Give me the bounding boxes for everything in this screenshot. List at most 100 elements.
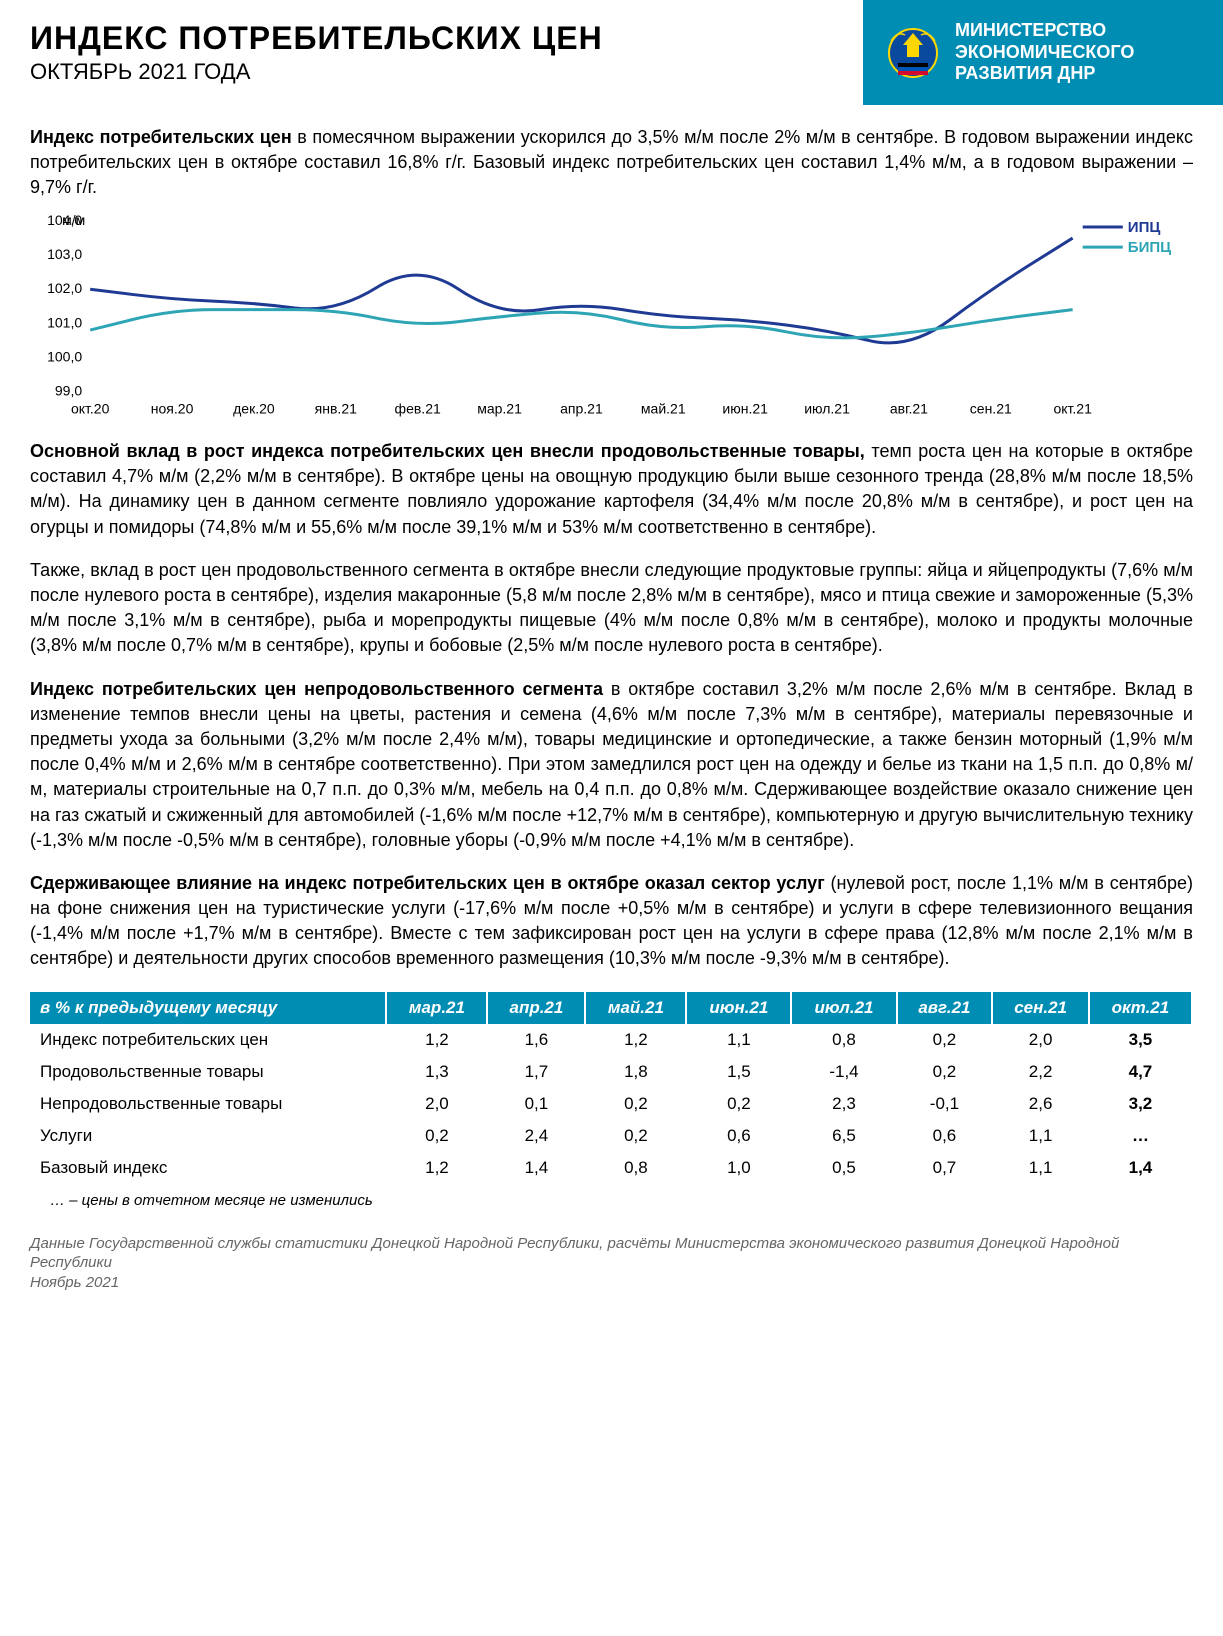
- table-cell: 2,0: [386, 1088, 487, 1120]
- table-header-row: в % к предыдущему месяцумар.21апр.21май.…: [30, 992, 1192, 1024]
- table-cell: 0,2: [686, 1088, 791, 1120]
- table-cell: 2,0: [992, 1024, 1089, 1056]
- source-line: Данные Государственной службы статистики…: [30, 1234, 1193, 1273]
- table-cell: 0,2: [897, 1024, 993, 1056]
- svg-text:июл.21: июл.21: [804, 400, 850, 416]
- svg-text:102,0: 102,0: [47, 280, 82, 296]
- table-cell: 1,1: [992, 1120, 1089, 1152]
- table-row: Услуги0,22,40,20,66,50,61,1…: [30, 1120, 1192, 1152]
- table-cell: 3,2: [1089, 1088, 1192, 1120]
- table-cell: 1,6: [487, 1024, 585, 1056]
- intro-paragraph: Индекс потребительских цен в помесячном …: [30, 125, 1193, 201]
- table-cell: 2,3: [791, 1088, 896, 1120]
- table-cell: 1,1: [992, 1152, 1089, 1184]
- table-cell: 1,5: [686, 1056, 791, 1088]
- svg-text:100,0: 100,0: [47, 348, 82, 364]
- table-cell: 1,3: [386, 1056, 487, 1088]
- svg-text:фев.21: фев.21: [395, 400, 441, 416]
- table-cell: 0,6: [686, 1120, 791, 1152]
- table-cell: …: [1089, 1120, 1192, 1152]
- svg-text:101,0: 101,0: [47, 314, 82, 330]
- svg-text:м/м: м/м: [62, 212, 85, 228]
- table-cell: 1,2: [386, 1024, 487, 1056]
- data-source: Данные Государственной службы статистики…: [0, 1234, 1223, 1313]
- table-row-label: Продовольственные товары: [30, 1056, 386, 1088]
- table-cell: 2,2: [992, 1056, 1089, 1088]
- table-cell: 0,5: [791, 1152, 896, 1184]
- table-cell: 1,7: [487, 1056, 585, 1088]
- table-cell: 0,6: [897, 1120, 993, 1152]
- svg-text:ноя.20: ноя.20: [151, 400, 194, 416]
- table-cell: 1,0: [686, 1152, 791, 1184]
- svg-text:сен.21: сен.21: [970, 400, 1012, 416]
- table-cell: 0,7: [897, 1152, 993, 1184]
- table-cell: 1,4: [487, 1152, 585, 1184]
- svg-text:103,0: 103,0: [47, 246, 82, 262]
- svg-text:янв.21: янв.21: [315, 400, 357, 416]
- table-row-label: Непродовольственные товары: [30, 1088, 386, 1120]
- ministry-block: МИНИСТЕРСТВО ЭКОНОМИЧЕСКОГО РАЗВИТИЯ ДНР: [863, 0, 1223, 105]
- table-cell: -1,4: [791, 1056, 896, 1088]
- table-footnote: … – цены в отчетном месяце не изменились: [50, 1192, 1193, 1209]
- table-cell: 0,2: [585, 1088, 686, 1120]
- cpi-chart: 99,0100,0101,0102,0103,0104,0м/мокт.20но…: [30, 211, 1193, 422]
- content: Индекс потребительских цен в помесячном …: [0, 105, 1223, 1219]
- para-lead: Индекс потребительских цен непродовольст…: [30, 679, 603, 699]
- table-row: Индекс потребительских цен1,21,61,21,10,…: [30, 1024, 1192, 1056]
- cpi-table: в % к предыдущему месяцумар.21апр.21май.…: [30, 992, 1193, 1184]
- para-lead: Основной вклад в рост индекса потребител…: [30, 441, 865, 461]
- table-cell: 4,7: [1089, 1056, 1192, 1088]
- table-cell: 0,2: [585, 1120, 686, 1152]
- table-cell: 0,2: [386, 1120, 487, 1152]
- svg-text:май.21: май.21: [641, 400, 686, 416]
- para-lead: Сдерживающее влияние на индекс потребите…: [30, 873, 825, 893]
- source-line: Ноябрь 2021: [30, 1273, 1193, 1293]
- table-cell: 0,2: [897, 1056, 993, 1088]
- svg-text:99,0: 99,0: [55, 382, 82, 398]
- page-subtitle: ОКТЯБРЬ 2021 ГОДА: [30, 59, 863, 85]
- table-header-cell: мар.21: [386, 992, 487, 1024]
- table-body: Индекс потребительских цен1,21,61,21,10,…: [30, 1024, 1192, 1184]
- svg-text:ИПЦ: ИПЦ: [1128, 219, 1161, 236]
- table-header-cell: май.21: [585, 992, 686, 1024]
- header: ИНДЕКС ПОТРЕБИТЕЛЬСКИХ ЦЕН ОКТЯБРЬ 2021 …: [0, 0, 1223, 105]
- ministry-name: МИНИСТЕРСТВО ЭКОНОМИЧЕСКОГО РАЗВИТИЯ ДНР: [955, 20, 1134, 85]
- ministry-line: РАЗВИТИЯ ДНР: [955, 63, 1134, 85]
- table-header-cell: июн.21: [686, 992, 791, 1024]
- svg-text:июн.21: июн.21: [722, 400, 768, 416]
- svg-text:окт.21: окт.21: [1053, 400, 1092, 416]
- table-cell: 2,6: [992, 1088, 1089, 1120]
- table-cell: 1,4: [1089, 1152, 1192, 1184]
- svg-text:дек.20: дек.20: [233, 400, 275, 416]
- table-cell: 6,5: [791, 1120, 896, 1152]
- paragraph-food-groups: Также, вклад в рост цен продовольственно…: [30, 558, 1193, 659]
- table-cell: 3,5: [1089, 1024, 1192, 1056]
- svg-text:окт.20: окт.20: [71, 400, 110, 416]
- table-cell: -0,1: [897, 1088, 993, 1120]
- ministry-line: МИНИСТЕРСТВО: [955, 20, 1134, 42]
- table-cell: 2,4: [487, 1120, 585, 1152]
- table-row-label: Индекс потребительских цен: [30, 1024, 386, 1056]
- para-text: Также, вклад в рост цен продовольственно…: [30, 560, 1193, 656]
- paragraph-food: Основной вклад в рост индекса потребител…: [30, 439, 1193, 540]
- table-cell: 1,2: [585, 1024, 686, 1056]
- table-cell: 1,2: [386, 1152, 487, 1184]
- page-title: ИНДЕКС ПОТРЕБИТЕЛЬСКИХ ЦЕН: [30, 20, 863, 57]
- table-header-cell: сен.21: [992, 992, 1089, 1024]
- paragraph-services: Сдерживающее влияние на индекс потребите…: [30, 871, 1193, 972]
- para-rest: в октябре составил 3,2% м/м после 2,6% м…: [30, 679, 1193, 850]
- table-header-label: в % к предыдущему месяцу: [30, 992, 386, 1024]
- intro-lead: Индекс потребительских цен: [30, 127, 292, 147]
- table-header-cell: авг.21: [897, 992, 993, 1024]
- table-cell: 1,8: [585, 1056, 686, 1088]
- table-header-cell: окт.21: [1089, 992, 1192, 1024]
- svg-text:апр.21: апр.21: [560, 400, 603, 416]
- svg-text:БИПЦ: БИПЦ: [1128, 239, 1171, 256]
- table-row: Непродовольственные товары2,00,10,20,22,…: [30, 1088, 1192, 1120]
- table-row: Базовый индекс1,21,40,81,00,50,71,11,4: [30, 1152, 1192, 1184]
- table-cell: 0,8: [585, 1152, 686, 1184]
- header-title-block: ИНДЕКС ПОТРЕБИТЕЛЬСКИХ ЦЕН ОКТЯБРЬ 2021 …: [0, 0, 863, 105]
- table-row-label: Услуги: [30, 1120, 386, 1152]
- ministry-line: ЭКОНОМИЧЕСКОГО: [955, 42, 1134, 64]
- svg-text:авг.21: авг.21: [890, 400, 928, 416]
